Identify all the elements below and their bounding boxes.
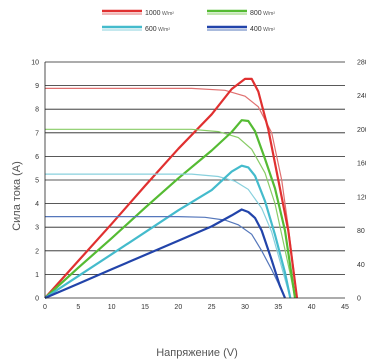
grid [45, 61, 345, 275]
iv-line-600 [45, 173, 291, 299]
y-axis-title: Сила тока (A) [11, 161, 23, 231]
x-tick-label: 20 [174, 304, 182, 311]
pv-line-800 [44, 119, 297, 299]
y-tick-label-left: 5 [35, 178, 39, 185]
y-tick-label-right: 200 [357, 127, 366, 134]
axes: 0510152025303540450123456789100408012016… [31, 60, 366, 312]
y-tick-label-left: 0 [35, 296, 39, 303]
y-tick-label-right: 40 [357, 262, 365, 269]
y-tick-label-left: 3 [35, 225, 39, 232]
y-tick-label-right: 120 [357, 194, 366, 201]
iv-line-800 [45, 128, 296, 299]
y-tick-label-left: 1 [35, 272, 39, 279]
x-tick-label: 40 [308, 304, 316, 311]
pv-line-400 [44, 208, 287, 300]
x-tick-label: 10 [108, 304, 116, 311]
x-tick-label: 25 [208, 304, 216, 311]
iv-line-400 [45, 216, 286, 299]
legend-label-800: 800 W/m² [250, 10, 275, 17]
pv-line-1000 [44, 77, 299, 299]
y-tick-label-right: 160 [357, 161, 366, 168]
legend-unit: W/m² [161, 11, 175, 17]
y-tick-label-right: 240 [357, 93, 366, 100]
x-tick-label: 15 [141, 304, 149, 311]
series-lines [44, 77, 299, 300]
y-tick-label-left: 7 [35, 130, 39, 137]
legend-label-400: 400 W/m² [250, 26, 275, 33]
y-tick-label-right: 0 [357, 296, 361, 303]
y-tick-label-left: 2 [35, 248, 39, 255]
x-tick-label: 35 [274, 304, 282, 311]
iv-line-1000 [45, 87, 298, 299]
x-tick-label: 30 [241, 304, 249, 311]
y-tick-label-right: 280 [357, 60, 366, 67]
legend-label-1000: 1000 W/m² [145, 10, 174, 17]
legend: 1000 W/m² 800 W/m² 600 W/m² 400 W/m² [102, 9, 275, 33]
y-tick-label-left: 8 [35, 107, 39, 114]
y-tick-label-left: 10 [31, 60, 39, 67]
legend-unit: W/m² [262, 27, 276, 33]
legend-label-600: 600 W/m² [145, 26, 170, 33]
y-tick-label-right: 80 [357, 228, 365, 235]
x-tick-label: 0 [43, 304, 47, 311]
pv-line-600 [44, 164, 292, 299]
y-tick-label-left: 9 [35, 83, 39, 90]
legend-unit: W/m² [262, 11, 276, 17]
y-tick-label-left: 4 [35, 201, 39, 208]
x-tick-label: 45 [341, 304, 349, 311]
x-tick-label: 5 [76, 304, 80, 311]
legend-unit: W/m² [157, 27, 171, 33]
y-tick-label-left: 6 [35, 154, 39, 161]
x-axis-title: Напряжение (V) [156, 347, 238, 359]
